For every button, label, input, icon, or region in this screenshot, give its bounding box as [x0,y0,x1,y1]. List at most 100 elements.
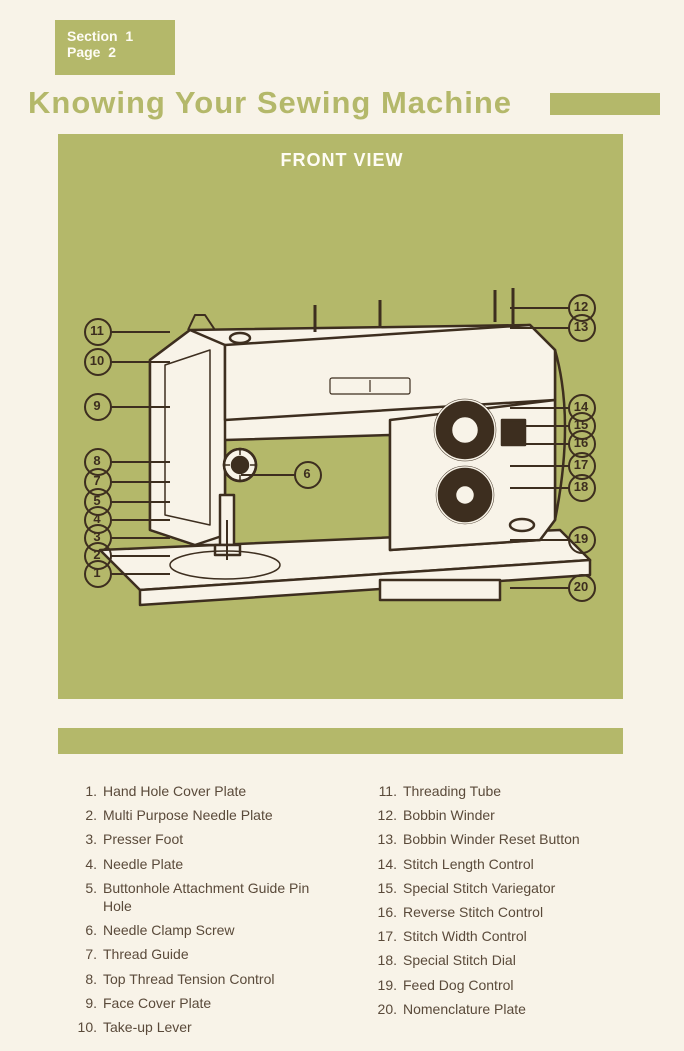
legend-text: Reverse Stitch Control [403,903,637,921]
callout-leader [510,487,570,489]
legend-number: 18. [377,951,403,969]
callout-leader [110,461,170,463]
legend-text: Buttonhole Attachment Guide Pin Hole [103,879,337,915]
legend-number: 14. [377,855,403,873]
legend-item: 19.Feed Dog Control [377,976,637,994]
legend-item: 7.Thread Guide [77,945,337,963]
parts-legend: 1.Hand Hole Cover Plate 2.Multi Purpose N… [77,782,637,1042]
legend-number: 3. [77,830,103,848]
callout-leader [510,407,570,409]
legend-number: 1. [77,782,103,800]
legend-text: Presser Foot [103,830,337,848]
legend-number: 17. [377,927,403,945]
callout-label: 18 [570,476,592,498]
callout-leader [510,465,570,467]
legend-item: 3.Presser Foot [77,830,337,848]
divider-bar [58,728,623,754]
legend-item: 4.Needle Plate [77,855,337,873]
callout-label: 6 [296,463,318,485]
section-tab: Section 1 Page 2 [55,20,175,75]
legend-number: 15. [377,879,403,897]
legend-number: 19. [377,976,403,994]
legend-text: Feed Dog Control [403,976,637,994]
page-label: Page [67,44,100,60]
legend-text: Hand Hole Cover Plate [103,782,337,800]
callout-leader [241,474,296,476]
legend-item: 18.Special Stitch Dial [377,951,637,969]
legend-item: 14.Stitch Length Control [377,855,637,873]
legend-number: 16. [377,903,403,921]
legend-text: Bobbin Winder Reset Button [403,830,637,848]
page-number: 2 [108,44,116,60]
legend-number: 7. [77,945,103,963]
page-title: Knowing Your Sewing Machine [28,85,512,121]
legend-column-left: 1.Hand Hole Cover Plate 2.Multi Purpose N… [77,782,337,1042]
callout-leader [510,307,570,309]
callout-label: 13 [570,316,592,338]
callout-label: 9 [86,395,108,417]
legend-column-right: 11.Threading Tube 12.Bobbin Winder 13.Bobb… [377,782,637,1042]
callout-leader [110,331,170,333]
legend-item: 13.Bobbin Winder Reset Button [377,830,637,848]
legend-item: 2.Multi Purpose Needle Plate [77,806,337,824]
legend-number: 6. [77,921,103,939]
legend-item: 5.Buttonhole Attachment Guide Pin Hole [77,879,337,915]
callout-label: 17 [570,454,592,476]
callout-label: 1 [86,562,108,584]
title-accent-bar [550,93,660,115]
diagram-title: FRONT VIEW [0,150,684,171]
callout-label: 19 [570,528,592,550]
legend-number: 5. [77,879,103,915]
legend-item: 16.Reverse Stitch Control [377,903,637,921]
legend-text: Special Stitch Variegator [403,879,637,897]
callout-leader [510,539,570,541]
legend-number: 20. [377,1000,403,1018]
legend-text: Bobbin Winder [403,806,637,824]
legend-item: 11.Threading Tube [377,782,637,800]
legend-number: 13. [377,830,403,848]
legend-text: Threading Tube [403,782,637,800]
legend-number: 4. [77,855,103,873]
section-number: 1 [125,28,133,44]
callout-leader [110,555,170,557]
legend-number: 8. [77,970,103,988]
callout-leader [510,425,570,427]
legend-number: 2. [77,806,103,824]
sewing-machine-illustration [80,270,600,630]
legend-item: 17.Stitch Width Control [377,927,637,945]
legend-number: 10. [77,1018,103,1036]
legend-text: Face Cover Plate [103,994,337,1012]
legend-text: Thread Guide [103,945,337,963]
legend-item: 10.Take-up Lever [77,1018,337,1036]
legend-text: Nomenclature Plate [403,1000,637,1018]
legend-number: 11. [377,782,403,800]
callout-label: 11 [86,320,108,342]
section-label: Section [67,28,118,44]
legend-text: Top Thread Tension Control [103,970,337,988]
callout-leader [510,443,570,445]
callout-leader [110,361,170,363]
legend-item: 15.Special Stitch Variegator [377,879,637,897]
callout-leader [110,519,170,521]
legend-item: 20.Nomenclature Plate [377,1000,637,1018]
callout-label: 16 [570,432,592,454]
callout-leader [510,587,570,589]
callout-leader [110,481,170,483]
callout-leader [510,327,570,329]
callout-label: 20 [570,576,592,598]
callout-leader [110,573,170,575]
legend-text: Special Stitch Dial [403,951,637,969]
legend-text: Needle Clamp Screw [103,921,337,939]
legend-number: 9. [77,994,103,1012]
legend-text: Stitch Length Control [403,855,637,873]
legend-item: 8.Top Thread Tension Control [77,970,337,988]
legend-item: 12.Bobbin Winder [377,806,637,824]
legend-item: 9.Face Cover Plate [77,994,337,1012]
callout-leader [110,537,170,539]
callout-leader [110,406,170,408]
legend-text: Take-up Lever [103,1018,337,1036]
legend-item: 6.Needle Clamp Screw [77,921,337,939]
legend-item: 1.Hand Hole Cover Plate [77,782,337,800]
callout-label: 10 [86,350,108,372]
legend-text: Needle Plate [103,855,337,873]
